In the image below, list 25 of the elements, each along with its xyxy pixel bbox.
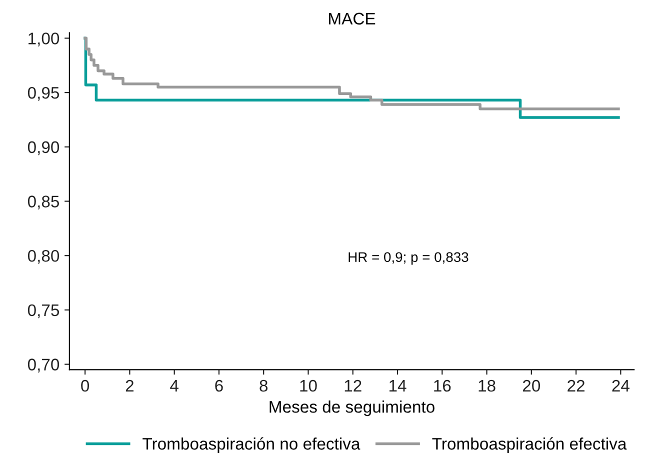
x-tick-label: 20 xyxy=(522,380,540,392)
x-tick-label: 24 xyxy=(612,380,630,392)
y-tick-label: 1,00 xyxy=(28,32,60,46)
y-tick-label: 0,75 xyxy=(28,304,60,318)
x-tick-label: 8 xyxy=(260,380,268,392)
y-tick-label: 0,85 xyxy=(28,196,60,210)
y-tick-label: 0,90 xyxy=(28,141,60,156)
x-tick-label: 12 xyxy=(344,380,362,392)
annotation: HR = 0,9; p = 0,833 xyxy=(348,252,468,265)
y-tick-label: 0,70 xyxy=(28,358,60,372)
y-tick-label: 0,80 xyxy=(28,250,60,264)
x-tick-label: 18 xyxy=(478,380,496,392)
x-tick-label: 22 xyxy=(568,380,584,392)
x-tick-label: 10 xyxy=(300,380,317,392)
x-tick-label: 14 xyxy=(390,380,406,392)
x-tick-label: 6 xyxy=(215,380,223,392)
legend-label: Tromboaspiración efectiva xyxy=(432,437,627,453)
x-tick-label: 0 xyxy=(81,380,90,392)
chart-title: MACE xyxy=(329,12,376,25)
x-tick-label: 4 xyxy=(170,380,178,392)
y-tick-label: 0,95 xyxy=(28,86,60,101)
x-tick-label: 16 xyxy=(434,380,451,392)
legend-label: Tromboaspiración no efectiva xyxy=(142,437,360,453)
x-axis-title: Meses de seguimiento xyxy=(270,400,434,416)
x-tick-label: 2 xyxy=(126,380,134,392)
